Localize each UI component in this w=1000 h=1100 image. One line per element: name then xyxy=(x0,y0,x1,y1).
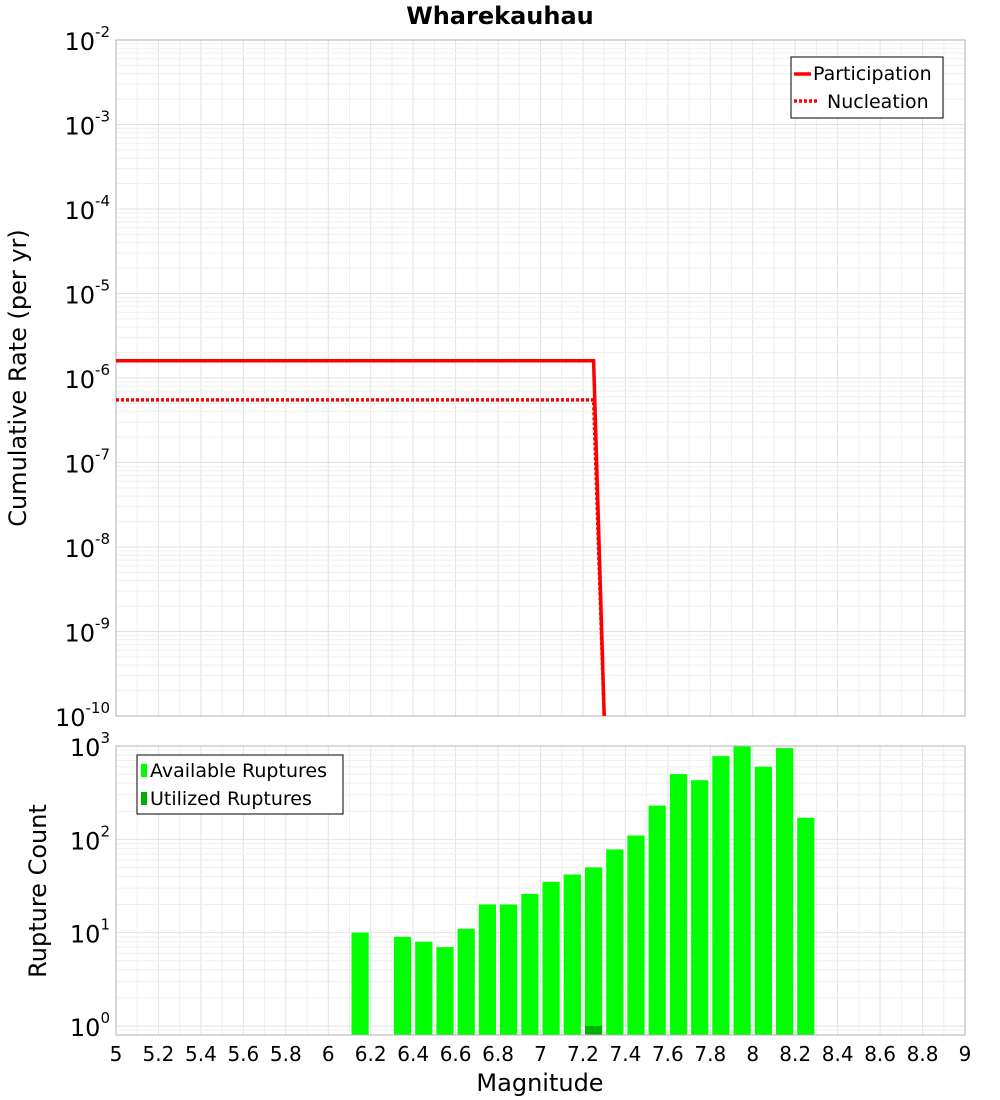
top-y-tick-label: 10-3 xyxy=(64,108,110,141)
top-y-tick-label: 10-10 xyxy=(55,699,110,732)
available-rupture-bar xyxy=(606,849,624,1035)
top-grid xyxy=(115,39,966,717)
available-rupture-bar xyxy=(648,805,666,1035)
top-y-ticks: 10-2 10-3 10-4 10-5 10-6 10-7 10-8 10-9 10-10 xyxy=(55,23,110,732)
x-tick-label: 9 xyxy=(959,1042,972,1066)
bottom-x-ticks: 5 5.2 5.4 5.6 5.8 6 6.2 6.4 6.6 6.8 7 7.2 7.4 7.6 7.8 8… xyxy=(110,1042,972,1066)
chart-title: Wharekauhau xyxy=(406,2,593,30)
x-tick-label: 6.4 xyxy=(397,1042,429,1066)
top-series-lines xyxy=(116,359,606,717)
x-tick-label: 5.6 xyxy=(227,1042,259,1066)
top-y-tick-label: 10-8 xyxy=(64,530,110,563)
available-rupture-bar xyxy=(733,746,751,1035)
x-tick-label: 7 xyxy=(534,1042,547,1066)
available-rupture-bar xyxy=(351,932,369,1035)
legend-available-swatch xyxy=(141,764,147,777)
available-rupture-bar xyxy=(415,941,433,1035)
available-rupture-bar xyxy=(691,780,709,1035)
available-rupture-bar xyxy=(712,756,730,1035)
series-line-nucleation xyxy=(116,398,606,717)
series-line-participation xyxy=(116,359,606,717)
top-y-tick-label: 10-7 xyxy=(64,446,110,479)
x-tick-label: 6.6 xyxy=(440,1042,472,1066)
top-legend: Participation Nucleation xyxy=(790,56,944,119)
top-y-axis-label: Cumulative Rate (per yr) xyxy=(4,229,32,527)
x-tick-label: 7.4 xyxy=(609,1042,641,1066)
x-tick-label: 7.2 xyxy=(567,1042,599,1066)
bottom-y-axis-label: Rupture Count xyxy=(24,804,52,978)
x-tick-label: 7.8 xyxy=(694,1042,726,1066)
x-tick-label: 6.8 xyxy=(482,1042,514,1066)
bottom-bars xyxy=(351,746,815,1035)
legend-utilized-label: Utilized Ruptures xyxy=(150,788,312,810)
legend-nucleation-label: Nucleation xyxy=(827,91,929,113)
x-tick-label: 8.4 xyxy=(822,1042,854,1066)
x-tick-label: 5 xyxy=(110,1042,123,1066)
bottom-y-tick-label: 102 xyxy=(70,822,110,855)
available-rupture-bar xyxy=(478,904,496,1035)
x-tick-label: 8.8 xyxy=(907,1042,939,1066)
available-rupture-bar xyxy=(797,817,815,1035)
x-tick-label: 8.6 xyxy=(864,1042,896,1066)
bottom-y-ticks: 103 102 101 100 xyxy=(70,729,110,1042)
bottom-y-tick-label: 103 xyxy=(70,729,110,762)
bottom-y-tick-label: 100 xyxy=(70,1009,110,1042)
available-rupture-bar xyxy=(542,881,560,1035)
available-rupture-bar xyxy=(669,774,688,1035)
available-rupture-bar xyxy=(436,947,454,1035)
legend-available-label: Available Ruptures xyxy=(150,760,327,782)
x-tick-label: 5.4 xyxy=(185,1042,217,1066)
top-y-tick-label: 10-5 xyxy=(64,277,110,310)
available-rupture-bar xyxy=(457,928,475,1035)
bottom-legend: Available Ruptures Utilized Ruptures xyxy=(136,754,344,815)
x-axis-label: Magnitude xyxy=(476,1069,603,1097)
legend-participation-label: Participation xyxy=(813,63,932,85)
available-rupture-bar xyxy=(754,766,772,1035)
available-rupture-bar xyxy=(521,893,539,1035)
available-rupture-bar xyxy=(585,867,603,1035)
bottom-y-tick-label: 101 xyxy=(70,916,110,949)
x-tick-label: 7.6 xyxy=(652,1042,684,1066)
rupture-count-plot: 103 102 101 100 5 5.2 5.4 5.6 5.8 6 6.2 6.4 6.6 6.8 7… xyxy=(24,729,971,1097)
x-tick-label: 5.2 xyxy=(143,1042,175,1066)
top-y-tick-label: 10-4 xyxy=(64,192,110,225)
x-tick-label: 6.2 xyxy=(355,1042,387,1066)
top-y-tick-label: 10-6 xyxy=(64,361,110,394)
top-plot-frame xyxy=(115,39,966,717)
x-tick-label: 6 xyxy=(322,1042,335,1066)
utilized-rupture-bar xyxy=(585,1026,603,1035)
x-tick-label: 8.2 xyxy=(779,1042,811,1066)
x-tick-label: 5.8 xyxy=(270,1042,302,1066)
available-rupture-bar xyxy=(500,904,518,1035)
available-rupture-bar xyxy=(563,874,581,1035)
available-rupture-bar xyxy=(627,835,645,1035)
available-rupture-bar xyxy=(776,748,794,1035)
legend-utilized-swatch xyxy=(141,792,147,805)
top-y-tick-label: 10-2 xyxy=(64,23,110,56)
cumulative-rate-plot: 10-2 10-3 10-4 10-5 10-6 10-7 10-8 10-9 10-10 Cu… xyxy=(4,23,966,732)
x-tick-label: 8 xyxy=(746,1042,759,1066)
top-y-tick-label: 10-9 xyxy=(64,615,110,648)
bottom-plot-frame xyxy=(115,745,966,1036)
available-rupture-bar xyxy=(393,936,412,1035)
